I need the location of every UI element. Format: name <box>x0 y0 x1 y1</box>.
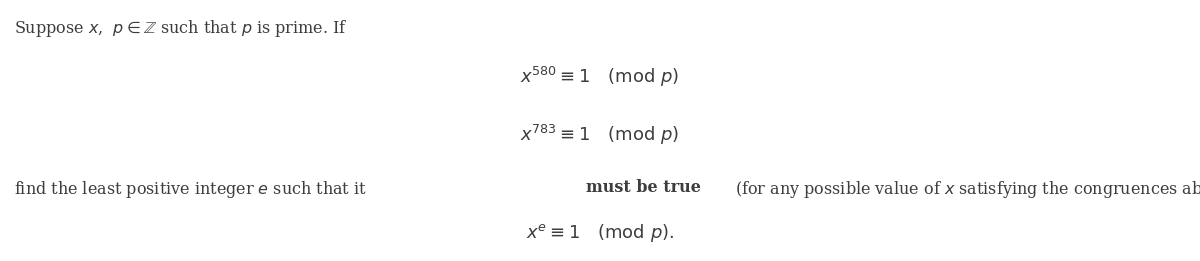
Text: (for any possible value of $x$ satisfying the congruences above) that: (for any possible value of $x$ satisfyin… <box>730 179 1200 200</box>
Text: $x^{580} \equiv 1 \quad (\mathrm{mod}\ p)$: $x^{580} \equiv 1 \quad (\mathrm{mod}\ p… <box>521 65 679 89</box>
Text: must be true: must be true <box>586 179 701 196</box>
Text: $x^{783} \equiv 1 \quad (\mathrm{mod}\ p)$: $x^{783} \equiv 1 \quad (\mathrm{mod}\ p… <box>521 123 679 147</box>
Text: $x^{e} \equiv 1 \quad (\mathrm{mod}\ p).$: $x^{e} \equiv 1 \quad (\mathrm{mod}\ p).… <box>526 222 674 244</box>
Text: Suppose $x$,  $p \in \mathbb{Z}$ such that $p$ is prime. If: Suppose $x$, $p \in \mathbb{Z}$ such tha… <box>14 18 348 39</box>
Text: find the least positive integer $e$ such that it: find the least positive integer $e$ such… <box>14 179 367 200</box>
